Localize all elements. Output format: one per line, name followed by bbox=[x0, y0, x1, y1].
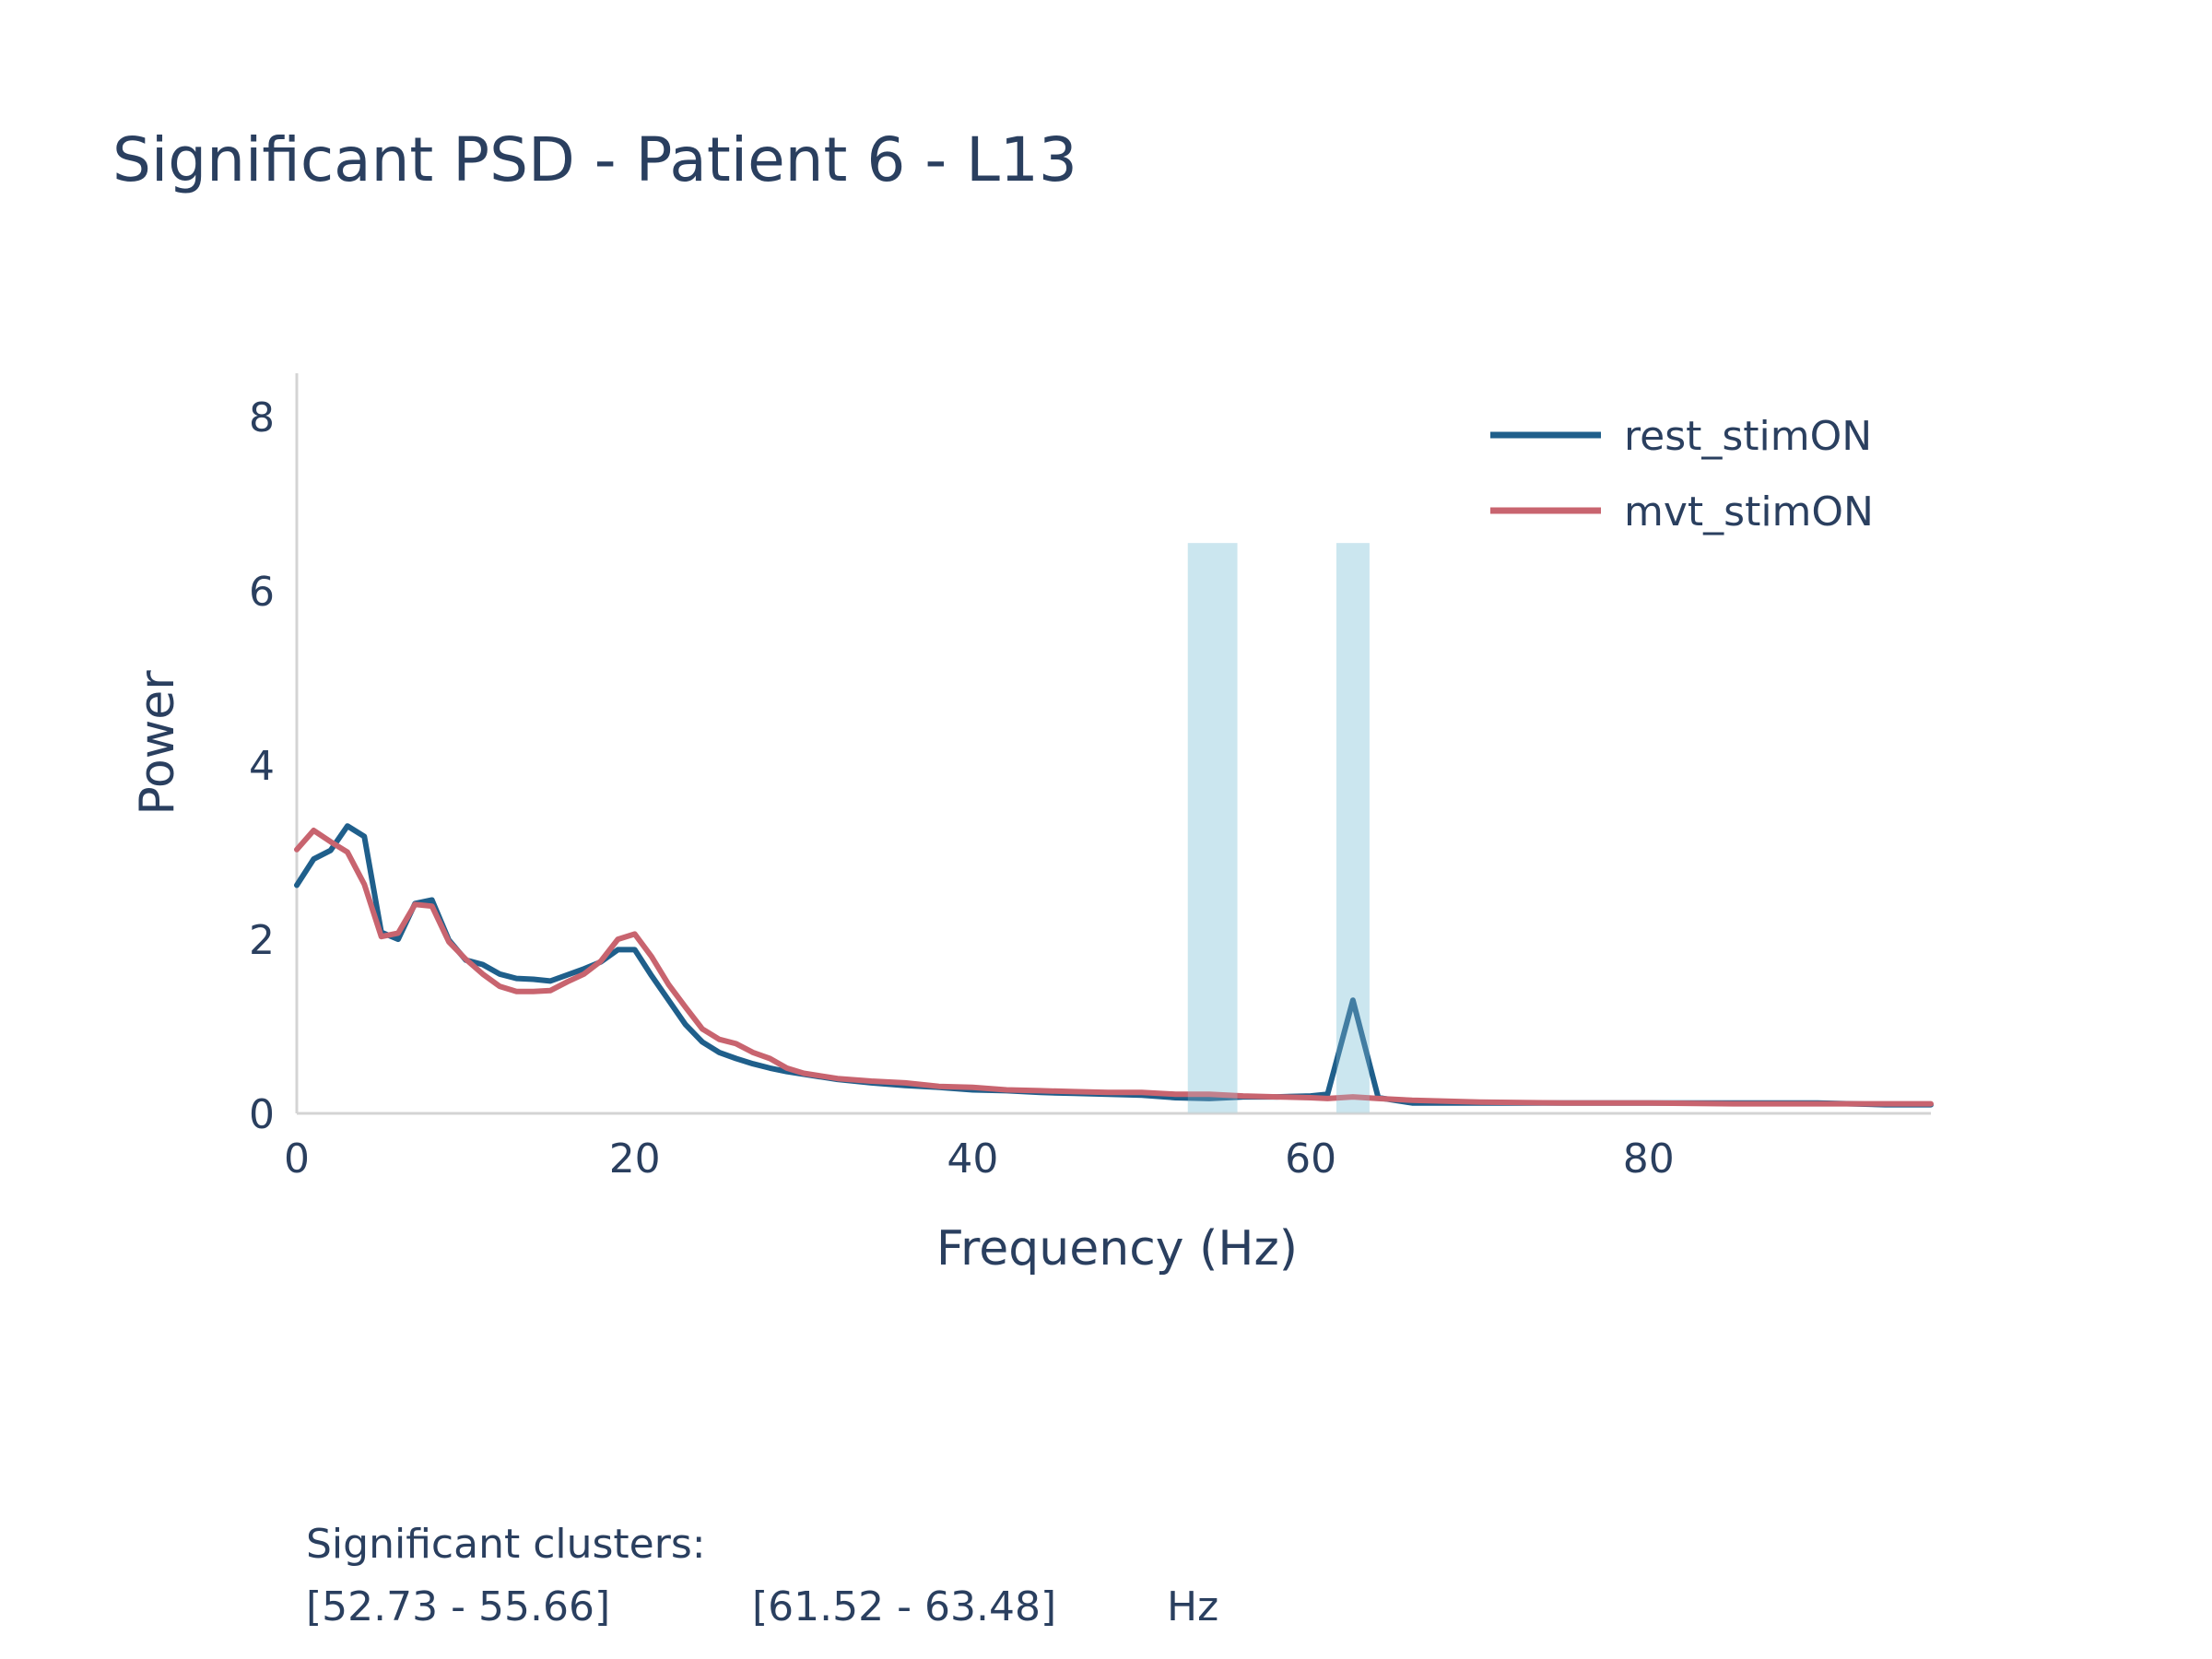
legend: rest_stimON mvt_stimON bbox=[1490, 413, 1874, 535]
significant-region-1 bbox=[1187, 543, 1238, 1113]
y-axis-label: Power bbox=[130, 670, 185, 816]
x-tick-label: 80 bbox=[1623, 1135, 1675, 1182]
legend-label-mvt_stimON: mvt_stimON bbox=[1624, 488, 1874, 535]
legend-label-rest_stimON: rest_stimON bbox=[1624, 413, 1872, 460]
significant-region-2 bbox=[1335, 543, 1370, 1113]
chart-title: Significant PSD - Patient 6 - L13 bbox=[112, 124, 1077, 195]
x-axis-label: Frequency (Hz) bbox=[936, 1221, 1298, 1277]
cluster-2: [61.52 - 63.48] bbox=[752, 1583, 1056, 1630]
region-overlays bbox=[1187, 543, 1370, 1113]
series-line-rest_stimON bbox=[294, 823, 1934, 1108]
y-tick-label: 8 bbox=[249, 394, 275, 441]
x-tick-label: 40 bbox=[947, 1135, 998, 1182]
y-tick-label: 0 bbox=[249, 1091, 275, 1138]
series-lines bbox=[294, 823, 1934, 1108]
significant-regions bbox=[1187, 543, 1370, 1113]
y-tick-label: 4 bbox=[249, 743, 275, 790]
y-tick-label: 6 bbox=[249, 569, 275, 616]
significant-region-overlay-1 bbox=[1187, 543, 1238, 1113]
significant-region-overlay-2 bbox=[1335, 543, 1370, 1113]
tick-labels: 0 20 40 60 80 0 2 4 6 8 bbox=[249, 394, 1675, 1182]
x-tick-label: 0 bbox=[284, 1135, 310, 1182]
clusters-heading: Significant clusters: bbox=[306, 1521, 706, 1568]
y-tick-label: 2 bbox=[249, 917, 275, 964]
series-line-mvt_stimON bbox=[294, 828, 1934, 1107]
x-tick-label: 20 bbox=[609, 1135, 661, 1182]
clusters-unit: Hz bbox=[1167, 1583, 1218, 1630]
cluster-1: [52.73 - 55.66] bbox=[306, 1583, 610, 1630]
x-tick-label: 60 bbox=[1285, 1135, 1336, 1182]
axes bbox=[295, 373, 1931, 1115]
